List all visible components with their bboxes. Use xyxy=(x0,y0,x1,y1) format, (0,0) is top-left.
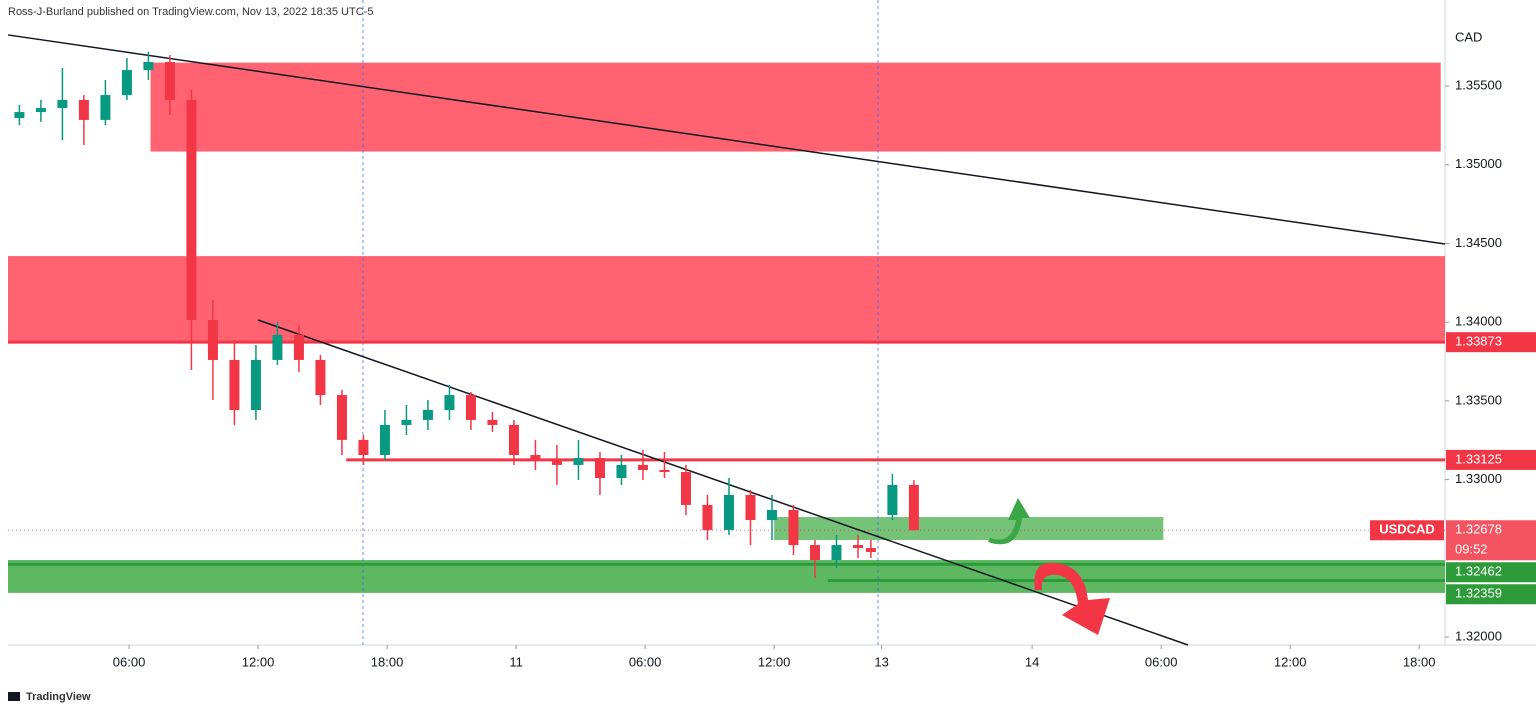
candle-body xyxy=(143,62,154,71)
x-tick-label: 12:00 xyxy=(1274,654,1307,669)
zone xyxy=(150,62,1441,152)
candle-body xyxy=(293,334,304,360)
price-tag xyxy=(1446,520,1536,561)
candle-body xyxy=(551,460,562,465)
candle-body xyxy=(530,455,541,461)
candle-body xyxy=(336,395,347,440)
candle-body xyxy=(358,439,369,456)
price-tag xyxy=(1446,449,1536,470)
trendline xyxy=(257,319,1189,646)
candle-body xyxy=(379,424,390,456)
symbol-label: USDCAD xyxy=(1379,522,1435,537)
candle-body xyxy=(573,458,584,465)
candle-body xyxy=(766,509,777,521)
currency: CAD xyxy=(1455,29,1482,44)
candle-body xyxy=(659,469,670,473)
candle-body xyxy=(422,410,433,420)
price-tag xyxy=(1446,562,1536,583)
candle-body xyxy=(315,359,326,396)
candle-body xyxy=(401,419,412,425)
y-tick-label: 1.34500 xyxy=(1455,235,1502,250)
trendline xyxy=(7,34,1446,245)
candle-body xyxy=(702,504,713,530)
candle-body xyxy=(745,495,756,521)
y-tick-label: 1.35000 xyxy=(1455,156,1502,171)
price-tag xyxy=(1446,332,1536,353)
price-tag-label: 1.33125 xyxy=(1455,451,1502,466)
candle-body xyxy=(444,395,455,411)
logo-icon xyxy=(8,692,20,701)
x-tick-label: 12:00 xyxy=(242,654,275,669)
candle-body xyxy=(508,424,519,456)
x-tick-label: 06:00 xyxy=(1145,654,1178,669)
candle-body xyxy=(57,99,68,108)
candle-body xyxy=(207,319,218,360)
candle-body xyxy=(250,359,261,411)
candle-body xyxy=(78,99,89,120)
y-tick-label: 1.33500 xyxy=(1455,392,1502,407)
up-arrow xyxy=(988,498,1030,545)
symbol-tag xyxy=(1370,520,1444,541)
y-tick-label: 1.34000 xyxy=(1455,314,1502,329)
candle-body xyxy=(186,99,197,320)
candle-body xyxy=(465,395,476,420)
candle-body xyxy=(229,359,240,411)
x-tick-label: 12:00 xyxy=(758,654,791,669)
x-tick-label: 13 xyxy=(874,654,888,669)
candle-body xyxy=(594,458,605,479)
candle-body xyxy=(887,484,898,515)
x-tick-label: 18:00 xyxy=(1403,654,1436,669)
candle-body xyxy=(616,464,627,479)
logo: TradingView xyxy=(8,691,91,703)
price-tag xyxy=(1446,584,1536,605)
candle-body xyxy=(908,484,919,531)
candle-body xyxy=(831,545,842,561)
y-tick-label: 1.32000 xyxy=(1455,628,1502,643)
price-tag-label: 1.32462 xyxy=(1455,564,1502,579)
x-tick-label: 11 xyxy=(509,654,523,669)
candle-body xyxy=(121,70,132,96)
candle-body xyxy=(14,112,25,119)
candle-body xyxy=(723,495,734,530)
candle-body xyxy=(35,107,46,113)
countdown-label: 09:52 xyxy=(1455,542,1488,557)
down-arrow xyxy=(1034,562,1110,635)
annotations xyxy=(988,498,1110,635)
y-tick-label: 1.35500 xyxy=(1455,78,1502,93)
candle-body xyxy=(852,545,863,549)
footer: TradingView xyxy=(26,691,91,703)
candle-body xyxy=(164,62,175,100)
last-price-label: 1.32678 xyxy=(1455,522,1502,537)
x-tick-label: 06:00 xyxy=(629,654,662,669)
header: Ross-J-Burland published on TradingView.… xyxy=(8,6,373,18)
candle-body xyxy=(788,509,799,546)
candle-body xyxy=(487,419,498,425)
zone xyxy=(8,256,1445,343)
candle-body xyxy=(272,334,283,360)
candle-body xyxy=(680,472,691,505)
price-tag-label: 1.33873 xyxy=(1455,334,1502,349)
candle-body xyxy=(809,545,820,561)
y-tick-label: 1.33000 xyxy=(1455,471,1502,486)
x-tick-label: 14 xyxy=(1025,654,1039,669)
x-tick-label: 06:00 xyxy=(113,654,146,669)
price-tag-label: 1.32359 xyxy=(1455,586,1502,601)
x-tick-label: 18:00 xyxy=(371,654,404,669)
candle-body xyxy=(637,464,648,470)
candle-body xyxy=(100,95,111,120)
candle-body xyxy=(865,548,876,552)
